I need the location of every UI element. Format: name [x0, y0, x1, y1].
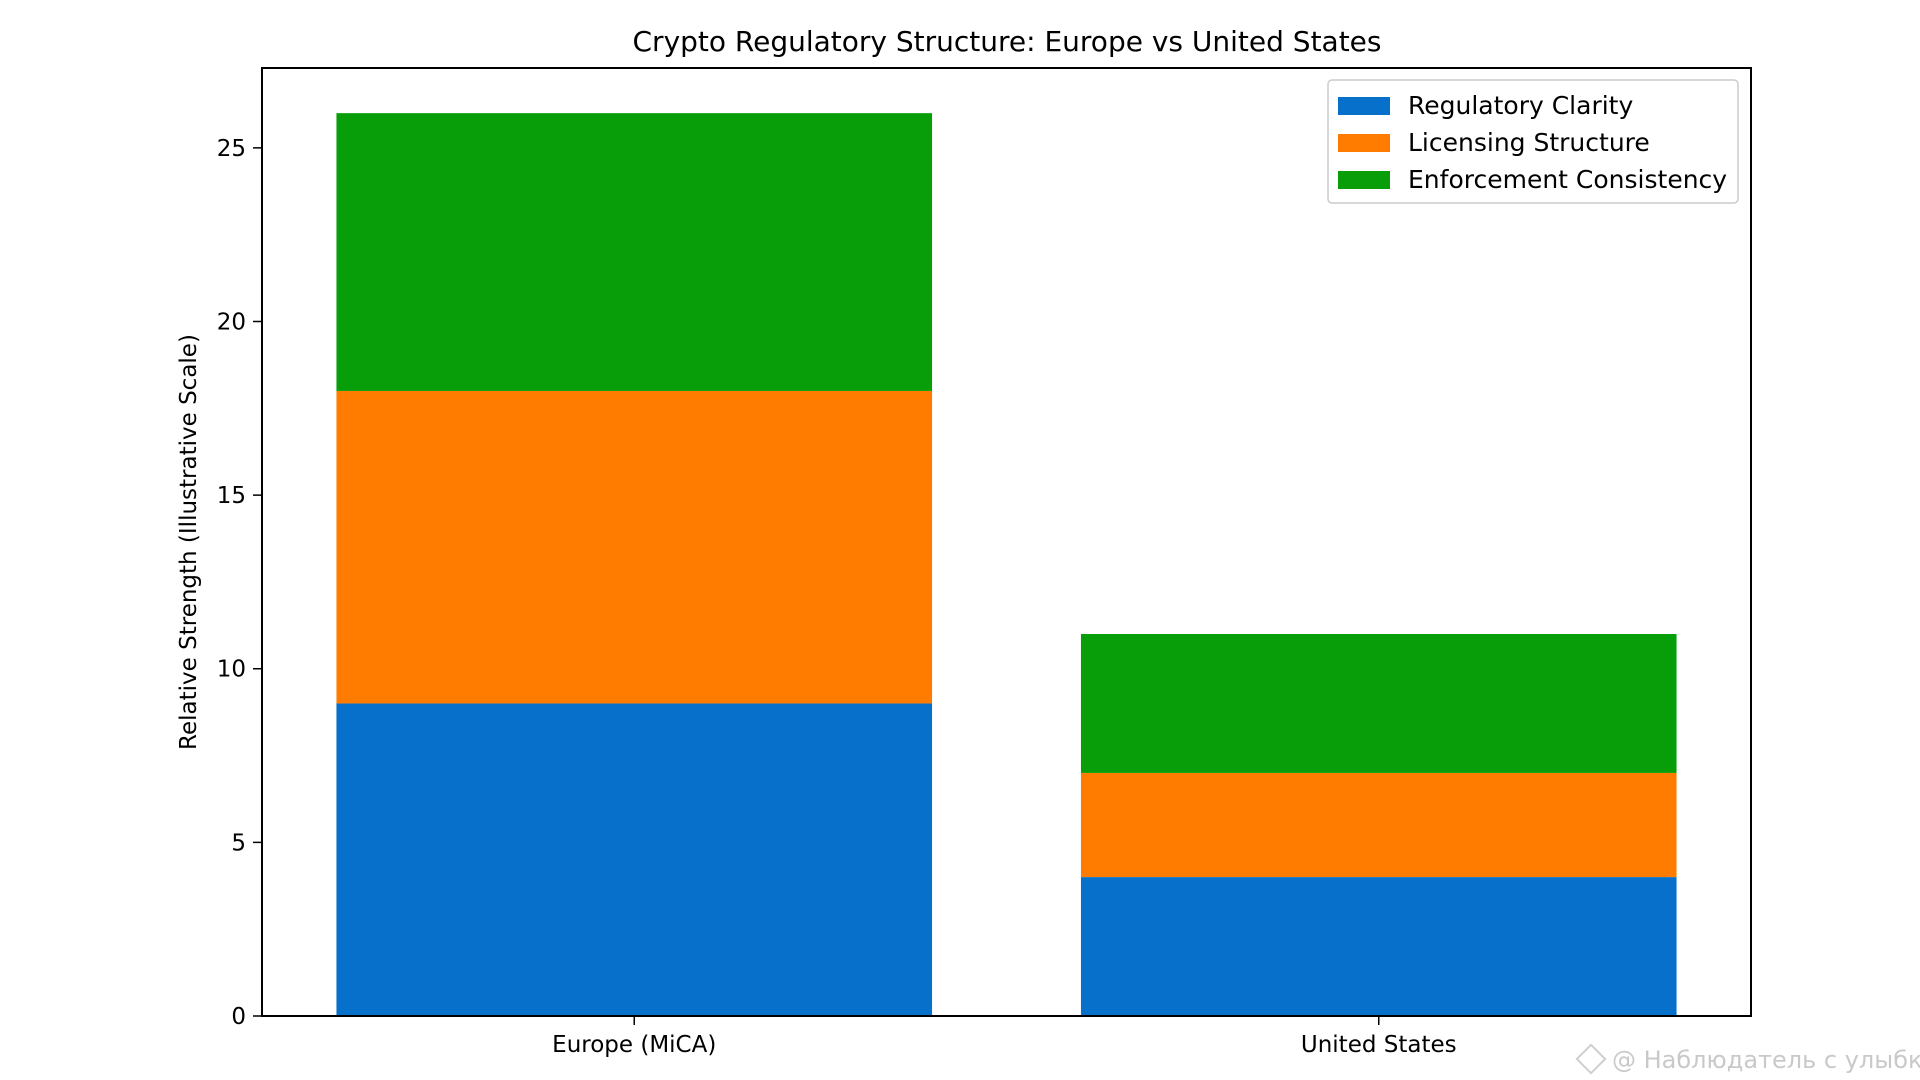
y-tick-label: 0 — [231, 1004, 246, 1030]
chart-title: Crypto Regulatory Structure: Europe vs U… — [633, 25, 1382, 58]
bar-group — [336, 113, 1677, 1016]
y-axis: 0 5 10 15 20 25 — [217, 136, 262, 1030]
y-tick-label: 20 — [217, 309, 246, 335]
watermark-diamond-icon — [1575, 1043, 1607, 1075]
x-tick-label: Europe (MiCA) — [552, 1032, 716, 1058]
legend-entry: Licensing Structure — [1408, 128, 1650, 157]
x-tick-label: United States — [1301, 1032, 1457, 1058]
watermark-text: @ Наблюдатель с улыбко... — [1612, 1046, 1920, 1074]
bar-segment — [336, 703, 933, 1016]
watermark: @ Наблюдатель с улыбко... — [1575, 1043, 1920, 1075]
legend-swatch — [1338, 134, 1390, 152]
bar-segment — [336, 390, 933, 704]
bar-segment — [1080, 877, 1677, 1016]
y-tick-label: 10 — [217, 657, 246, 683]
bar-segment — [1080, 772, 1677, 878]
legend-entry: Regulatory Clarity — [1408, 91, 1633, 120]
y-axis-label: Relative Strength (Illustrative Scale) — [176, 334, 202, 750]
y-tick-label: 25 — [217, 136, 246, 162]
bar-segment — [1080, 634, 1677, 773]
y-tick-label: 15 — [217, 483, 246, 509]
plot-area-frame — [261, 67, 1752, 1017]
x-axis: Europe (MiCA) United States — [552, 1016, 1457, 1058]
legend: Regulatory Clarity Licensing Structure Enf… — [1327, 79, 1739, 204]
legend-swatch — [1338, 171, 1390, 189]
legend-swatch — [1338, 97, 1390, 115]
bar-segment — [336, 113, 933, 391]
legend-entry: Enforcement Consistency — [1408, 165, 1727, 194]
y-tick-label: 5 — [231, 830, 246, 856]
legend-frame — [1327, 79, 1739, 204]
